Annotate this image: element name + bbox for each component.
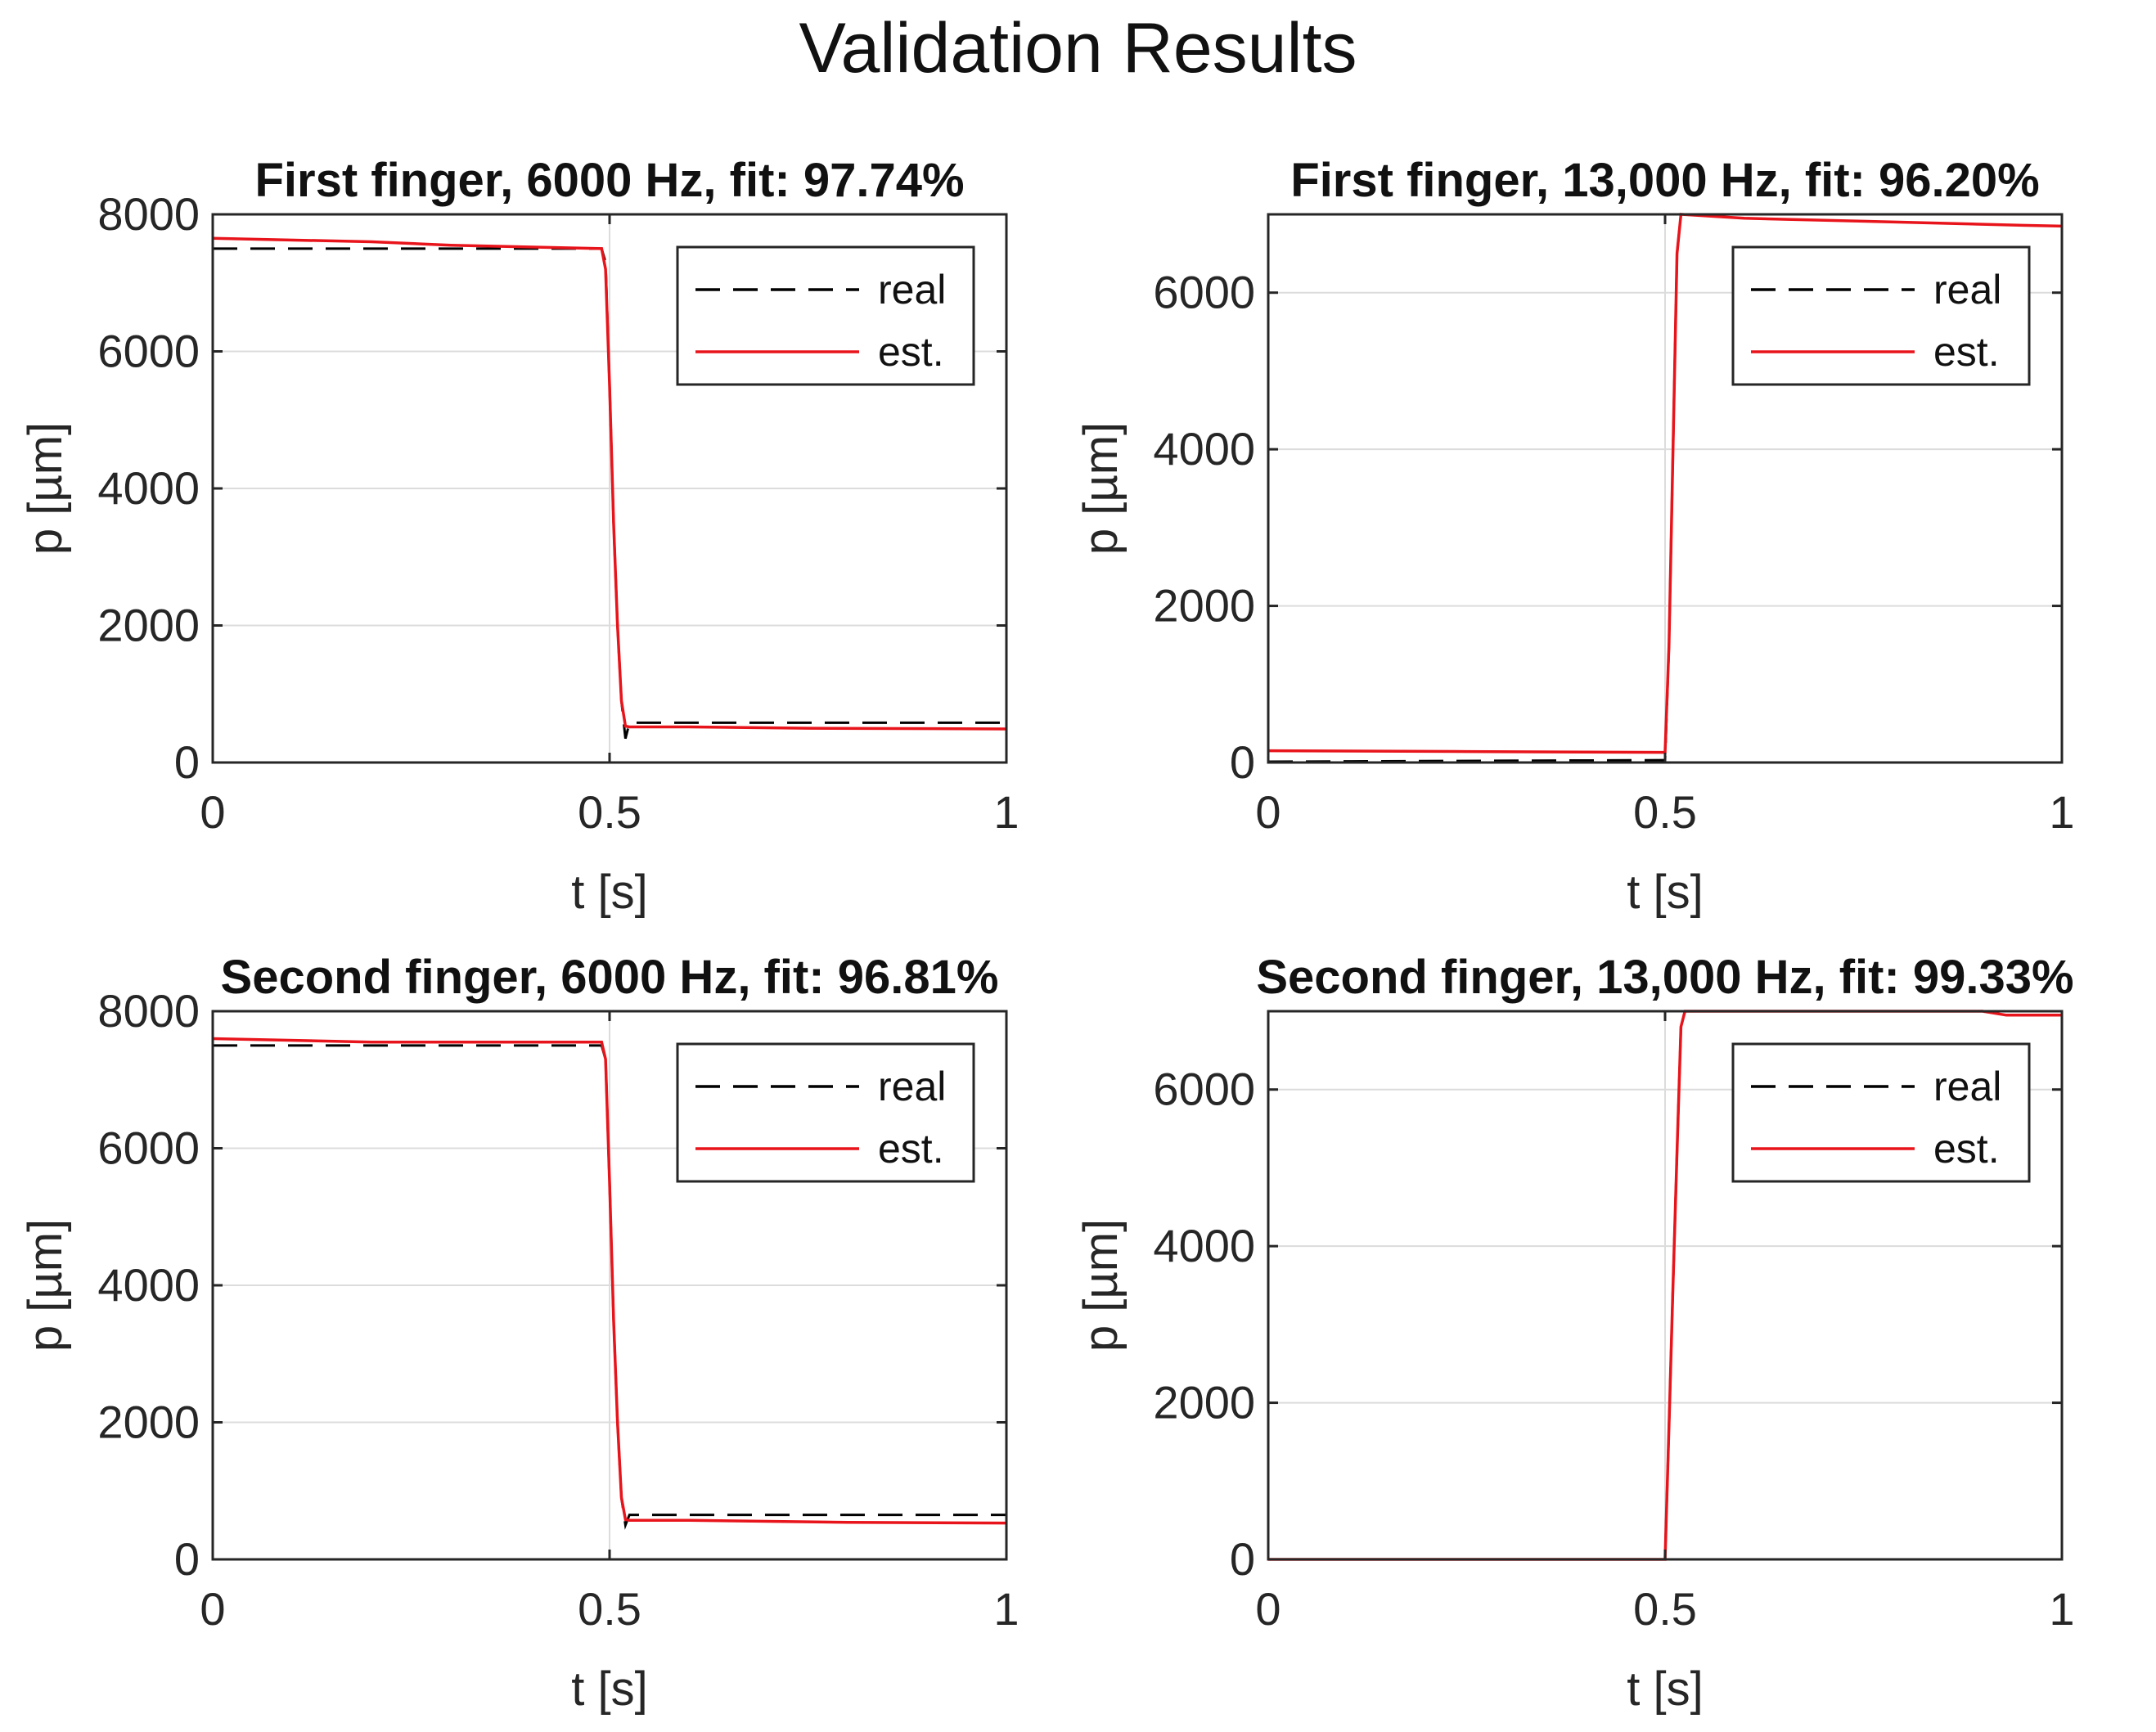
- y-tick-label: 0: [1230, 736, 1255, 788]
- x-axis-label: t [s]: [571, 1662, 647, 1716]
- y-tick-label: 0: [1230, 1533, 1255, 1585]
- panel-1: 0 2000 4000 6000 8000 0 0.5 1 t [s] p [µm] First f…: [19, 154, 1019, 919]
- legend-label-est: est.: [1933, 329, 2000, 375]
- y-tick-label: 2000: [1153, 1377, 1255, 1428]
- y-tick-label: 6000: [1153, 267, 1255, 318]
- panel-title: Second finger, 6000 Hz, fit: 96.81%: [221, 951, 999, 1004]
- y-tick-label: 4000: [1153, 1220, 1255, 1271]
- legend-label-est: est.: [1933, 1126, 2000, 1172]
- y-tick-label: 8000: [97, 985, 200, 1037]
- x-tick-label: 1: [2049, 786, 2074, 838]
- y-axis-label: p [µm]: [19, 422, 72, 555]
- panel-title: First finger, 13,000 Hz, fit: 96.20%: [1290, 154, 2039, 207]
- y-tick-label: 0: [174, 736, 200, 788]
- legend-label-real: real: [1933, 267, 2001, 313]
- legend-box: [1731, 1042, 2031, 1183]
- legend-label-est: est.: [878, 329, 944, 375]
- legend-box: [676, 245, 975, 386]
- x-tick-label: 1: [993, 786, 1019, 838]
- y-tick-label: 2000: [1153, 580, 1255, 632]
- panel-4: 0 2000 4000 6000 0 0.5 1 t [s] p [µm] Second fing…: [1074, 951, 2075, 1716]
- y-tick-label: 4000: [97, 1259, 200, 1311]
- legend-label-real: real: [1933, 1064, 2001, 1109]
- x-tick-label: 0: [200, 1583, 225, 1635]
- y-tick-label: 6000: [1153, 1064, 1255, 1115]
- y-tick-label: 6000: [97, 326, 200, 377]
- x-tick-label: 0: [1255, 786, 1281, 838]
- legend-box: [676, 1042, 975, 1183]
- y-tick-label: 4000: [97, 462, 200, 514]
- y-tick-label: 4000: [1153, 423, 1255, 475]
- figure-title: Validation Results: [799, 9, 1357, 88]
- x-axis-label: t [s]: [571, 866, 647, 919]
- x-tick-label: 0.5: [1633, 786, 1697, 838]
- legend: real est.: [1731, 1042, 2031, 1183]
- x-tick-label: 0.5: [578, 786, 641, 838]
- series-line-est: [213, 1037, 1006, 1525]
- x-axis-label: t [s]: [1627, 866, 1703, 919]
- x-tick-label: 1: [2049, 1583, 2074, 1635]
- legend-label-real: real: [878, 267, 946, 313]
- y-tick-label: 0: [174, 1533, 200, 1585]
- panel-2: 0 2000 4000 6000 0 0.5 1 t [s] p [µm] First finge…: [1074, 154, 2075, 919]
- legend-box: [1731, 245, 2031, 386]
- panel-title: First finger, 6000 Hz, fit: 97.74%: [254, 154, 964, 207]
- y-axis-label: p [µm]: [1074, 422, 1128, 555]
- series-line-est: [1268, 213, 2062, 754]
- legend: real est.: [676, 1042, 975, 1183]
- y-axis-label: p [µm]: [19, 1219, 72, 1352]
- legend-label-est: est.: [878, 1126, 944, 1172]
- series-line-est: [213, 236, 1006, 731]
- x-tick-label: 0.5: [578, 1583, 641, 1635]
- panel-title: Second finger, 13,000 Hz, fit: 99.33%: [1256, 951, 2073, 1004]
- x-tick-label: 1: [993, 1583, 1019, 1635]
- x-tick-label: 0.5: [1633, 1583, 1697, 1635]
- y-tick-label: 6000: [97, 1122, 200, 1174]
- series-line-est: [1268, 1010, 2062, 1561]
- panel-3: 0 2000 4000 6000 8000 0 0.5 1 t [s] p [µm] Second …: [19, 951, 1019, 1716]
- legend: real est.: [1731, 245, 2031, 386]
- x-tick-label: 0: [1255, 1583, 1281, 1635]
- y-tick-label: 2000: [97, 1397, 200, 1448]
- x-tick-label: 0: [200, 786, 225, 838]
- legend-label-real: real: [878, 1064, 946, 1109]
- x-axis-label: t [s]: [1627, 1662, 1703, 1716]
- y-tick-label: 8000: [97, 188, 200, 240]
- y-tick-label: 2000: [97, 600, 200, 651]
- y-axis-label: p [µm]: [1074, 1219, 1128, 1352]
- legend: real est.: [676, 245, 975, 386]
